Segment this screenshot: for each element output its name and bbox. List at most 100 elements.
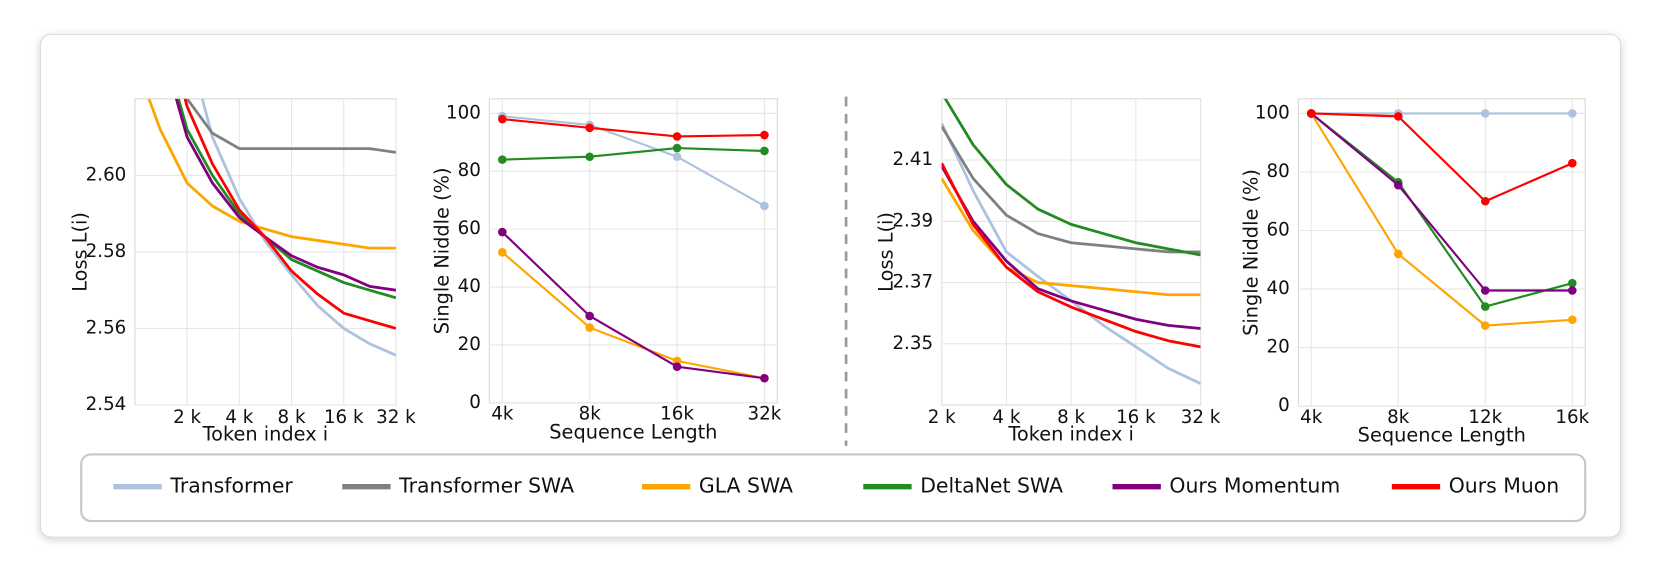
series-line [502, 146, 765, 161]
y-tick-label: 0 [1278, 395, 1290, 416]
x-tick-label: 16 k [1116, 407, 1156, 428]
legend-label: Transformer [169, 474, 293, 498]
y-tick-label: 2.37 [892, 272, 933, 293]
marker [672, 143, 682, 153]
y-tick-label: 2.41 [892, 149, 933, 170]
y-tick-label: 60 [458, 218, 481, 239]
y-tick-label: 2.54 [86, 394, 127, 415]
marker [585, 311, 594, 321]
y-tick-label: 20 [458, 334, 481, 355]
marker [672, 362, 682, 371]
legend-label: Ours Momentum [1169, 474, 1340, 498]
marker [672, 152, 682, 162]
x-tick-label: 4 k [225, 407, 253, 428]
marker [585, 323, 594, 332]
series-line [147, 98, 396, 250]
x-tick-label: 2 k [928, 407, 956, 428]
x-tick-label: 8 k [1057, 407, 1085, 428]
marker [672, 132, 682, 141]
legend-label: Transformer SWA [398, 474, 574, 498]
plot-area [488, 98, 778, 404]
x-tick-label: 8 k [278, 407, 306, 428]
y-tick-label: 40 [458, 276, 481, 297]
series-line [501, 251, 765, 380]
y-tick-label: 100 [446, 102, 481, 123]
series-line [1310, 112, 1573, 292]
series-line [185, 98, 396, 154]
x-tick-label: 16k [1555, 407, 1589, 428]
marker [498, 155, 507, 164]
marker [1567, 158, 1577, 168]
x-tick-label: 8k [579, 404, 602, 425]
marker [585, 123, 594, 133]
y-tick-label: 100 [1255, 102, 1290, 123]
y-axis-label: Loss L(i) [874, 212, 897, 292]
x-tick-label: 16 k [324, 407, 364, 428]
x-axis-label: Sequence Length [1358, 424, 1526, 447]
x-tick-label: 4k [491, 404, 514, 425]
marker [1480, 302, 1490, 311]
y-tick-label: 60 [1267, 220, 1290, 241]
y-tick-label: 2.58 [86, 241, 127, 262]
marker [1393, 112, 1403, 121]
series-line [1310, 112, 1573, 327]
y-tick-label: 2.35 [892, 333, 933, 354]
marker [585, 152, 594, 162]
legend-label: Ours Muon [1449, 474, 1559, 498]
legend-box [80, 453, 1587, 523]
y-tick-label: 2.60 [86, 164, 127, 185]
marker [1480, 109, 1490, 118]
x-tick-label: 8k [1387, 407, 1410, 428]
series-line [501, 231, 765, 380]
series-line [1310, 112, 1573, 308]
y-tick-label: 2.39 [892, 210, 933, 231]
x-tick-label: 32 k [1181, 407, 1221, 428]
y-tick-label: 80 [458, 160, 481, 181]
marker [1306, 109, 1316, 118]
x-tick-label: 4 k [992, 407, 1020, 428]
marker [498, 114, 507, 124]
x-tick-label: 12k [1468, 407, 1502, 428]
card [39, 33, 1622, 538]
x-axis-label: Token index i [202, 423, 329, 446]
x-tick-label: 4k [1300, 407, 1323, 428]
series-line [502, 115, 765, 207]
series-line [941, 162, 1201, 349]
marker [760, 201, 769, 211]
x-tick-label: 16k [660, 404, 694, 425]
series-line [941, 165, 1201, 330]
series-line [941, 177, 1201, 297]
marker [1393, 249, 1403, 259]
marker [760, 146, 769, 156]
x-axis-label: Sequence Length [549, 420, 717, 443]
marker [760, 130, 769, 140]
y-tick-label: 2.56 [86, 317, 127, 338]
x-tick-label: 32k [748, 404, 782, 425]
y-tick-label: 40 [1267, 278, 1290, 299]
x-axis-label: Token index i [1007, 423, 1134, 446]
legend-label: GLA SWA [699, 474, 793, 498]
y-tick-label: 20 [1267, 337, 1290, 358]
y-axis-label: Single Niddle (%) [1240, 169, 1263, 336]
y-axis-label: Single Niddle (%) [431, 167, 454, 334]
series-line [502, 118, 765, 138]
series-line [183, 98, 396, 330]
series-line [943, 98, 1201, 257]
x-tick-label: 2 k [173, 407, 201, 428]
series-line [941, 125, 1201, 254]
marker [498, 227, 507, 237]
marker [1567, 109, 1577, 118]
series-line [1311, 112, 1573, 203]
x-tick-label: 32 k [376, 407, 416, 428]
marker [1480, 196, 1490, 206]
y-tick-label: 0 [469, 392, 481, 413]
series-line [200, 98, 396, 357]
marker [1567, 286, 1577, 295]
marker [1393, 180, 1403, 190]
y-tick-label: 80 [1267, 161, 1290, 182]
marker [1567, 278, 1577, 288]
plot-area [1297, 98, 1586, 407]
marker [498, 247, 507, 257]
